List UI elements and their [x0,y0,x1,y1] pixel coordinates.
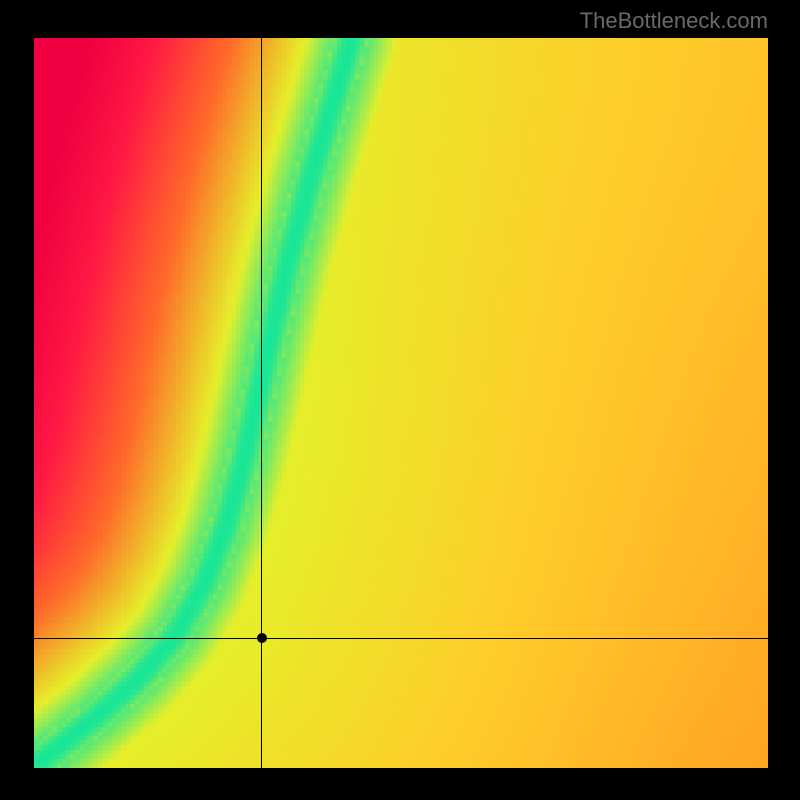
crosshair-horizontal [34,638,768,639]
chart-container: TheBottleneck.com [0,0,800,800]
marker-dot [257,633,267,643]
plot-area [34,38,768,768]
watermark-text: TheBottleneck.com [580,8,768,34]
heatmap-canvas [34,38,768,768]
crosshair-vertical [261,38,262,768]
